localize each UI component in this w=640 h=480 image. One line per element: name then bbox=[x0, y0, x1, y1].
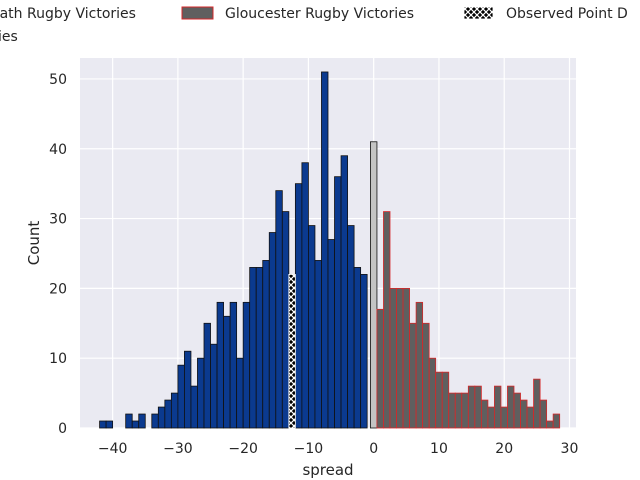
bar-gloucester-rugby-victories bbox=[448, 392, 456, 429]
bar-gloucester-rugby-victories bbox=[428, 357, 437, 429]
bar-gloucester-rugby-victories bbox=[507, 385, 515, 429]
bar-bath-rugby-victories bbox=[164, 399, 172, 429]
bar-bath-rugby-victories bbox=[131, 420, 140, 429]
bar-bath-rugby-victories bbox=[236, 357, 244, 429]
bar-bath-rugby-victories bbox=[347, 225, 355, 429]
y-axis-label: Count bbox=[25, 221, 43, 266]
bar-bath-rugby-victories bbox=[360, 274, 368, 429]
y-tick-labels: 0 10 20 30 40 50 bbox=[49, 72, 67, 437]
bar-bath-rugby-victories bbox=[157, 406, 166, 429]
bar-bath-rugby-victories bbox=[216, 301, 224, 429]
bar-gloucester-rugby-victories bbox=[494, 385, 502, 429]
legend-label-observed: Observed Point D bbox=[506, 6, 628, 22]
bar-observed-point-d bbox=[288, 274, 296, 429]
bar-bath-rugby-victories bbox=[294, 183, 303, 429]
bar-gloucester-rugby-victories bbox=[402, 287, 410, 429]
bar-bath-rugby-victories bbox=[177, 364, 185, 429]
bar-gloucester-rugby-victories bbox=[480, 399, 489, 429]
bar-bath-rugby-victories bbox=[197, 357, 205, 429]
legend-label-gloucester: Gloucester Rugby Victories bbox=[225, 6, 414, 22]
bar-bath-rugby-victories bbox=[249, 267, 257, 429]
histogram-bars bbox=[99, 71, 561, 429]
x-tick-label: −30 bbox=[163, 441, 193, 457]
legend-label-bath: Bath Rugby Victories bbox=[0, 6, 136, 22]
x-tick-label: −40 bbox=[98, 441, 128, 457]
bar-bath-rugby-victories bbox=[210, 343, 218, 429]
legend-swatch-gloucester bbox=[181, 6, 214, 20]
bar-gloucester-rugby-victories bbox=[546, 420, 554, 429]
bar-gloucester-rugby-victories bbox=[396, 287, 404, 429]
bar-gloucester-rugby-victories bbox=[461, 392, 469, 429]
bar-gloucester-rugby-victories bbox=[441, 371, 450, 429]
bar-bath-rugby-victories bbox=[308, 225, 316, 429]
bar-gloucester-rugby-victories bbox=[513, 392, 521, 429]
bar-gloucester-rugby-victories bbox=[376, 308, 384, 429]
bar-bath-rugby-victories bbox=[151, 413, 159, 429]
bar-bath-rugby-victories bbox=[314, 260, 322, 429]
bar-bath-rugby-victories bbox=[321, 71, 329, 429]
bar-bath-rugby-victories bbox=[268, 232, 277, 429]
bar-gloucester-rugby-victories bbox=[422, 322, 430, 429]
bar-gloucester-rugby-victories bbox=[552, 413, 561, 429]
bar-bath-rugby-victories bbox=[190, 385, 198, 429]
x-tick-label: −10 bbox=[294, 441, 324, 457]
bar-bath-rugby-victories bbox=[223, 315, 231, 429]
bar-gloucester-rugby-victories bbox=[383, 211, 391, 429]
y-tick-label: 30 bbox=[49, 212, 67, 228]
bar-bath-rugby-victories bbox=[327, 239, 335, 429]
legend-swatch-observed bbox=[463, 6, 494, 20]
bar-bath-rugby-victories bbox=[105, 420, 114, 429]
bar-bath-rugby-victories bbox=[170, 392, 179, 429]
x-tick-label: −20 bbox=[228, 441, 258, 457]
bar-bath-rugby-victories bbox=[203, 322, 211, 429]
x-tick-labels: −40 −30 −20 −10 0 10 20 30 bbox=[98, 441, 579, 457]
bar-gloucester-rugby-victories bbox=[533, 378, 541, 429]
bar-gloucester-rugby-victories bbox=[389, 287, 397, 429]
y-tick-label: 10 bbox=[49, 351, 67, 367]
x-tick-label: 0 bbox=[369, 441, 378, 457]
bar-bath-rugby-victories bbox=[184, 350, 192, 429]
bar-gloucester-rugby-victories bbox=[474, 385, 482, 429]
bar-gloucester-rugby-victories bbox=[409, 322, 417, 429]
bar-gloucester-rugby-victories bbox=[435, 371, 443, 429]
bar-bath-rugby-victories bbox=[99, 420, 107, 429]
legend-label-draw: ies bbox=[0, 29, 18, 45]
x-tick-label: 30 bbox=[561, 441, 579, 457]
bar-bath-rugby-victories bbox=[275, 190, 283, 429]
y-tick-label: 50 bbox=[49, 72, 67, 88]
bar-bath-rugby-victories bbox=[334, 176, 342, 429]
legend: Bath Rugby Victories Gloucester Rugby Vic… bbox=[0, 6, 628, 45]
bar-bath-rugby-victories bbox=[340, 155, 348, 429]
bar-bath-rugby-victories bbox=[281, 211, 290, 429]
bar-bath-rugby-victories bbox=[353, 267, 362, 429]
bar-bath-rugby-victories bbox=[242, 301, 251, 429]
bar-gloucester-rugby-victories bbox=[454, 392, 463, 429]
bar-gloucester-rugby-victories bbox=[415, 301, 424, 429]
y-tick-label: 0 bbox=[58, 421, 67, 437]
bar-gloucester-rugby-victories bbox=[467, 385, 476, 429]
bar-bath-rugby-victories bbox=[301, 162, 309, 429]
y-tick-label: 20 bbox=[49, 281, 67, 297]
bar-gloucester-rugby-victories bbox=[539, 399, 548, 429]
bar-gloucester-rugby-victories bbox=[520, 399, 528, 429]
bar-bath-rugby-victories bbox=[229, 301, 238, 429]
bar-bath-rugby-victories bbox=[262, 260, 270, 429]
bar-bath-rugby-victories bbox=[138, 413, 146, 429]
bar-gloucester-rugby-victories bbox=[487, 406, 495, 429]
bar-draw bbox=[370, 141, 378, 429]
x-tick-label: 10 bbox=[430, 441, 448, 457]
bar-gloucester-rugby-victories bbox=[500, 406, 508, 429]
y-tick-label: 40 bbox=[49, 142, 67, 158]
bar-bath-rugby-victories bbox=[125, 413, 133, 429]
x-axis-label: spread bbox=[302, 461, 353, 479]
bar-bath-rugby-victories bbox=[255, 267, 264, 429]
bar-gloucester-rugby-victories bbox=[526, 406, 534, 429]
x-tick-label: 20 bbox=[495, 441, 513, 457]
